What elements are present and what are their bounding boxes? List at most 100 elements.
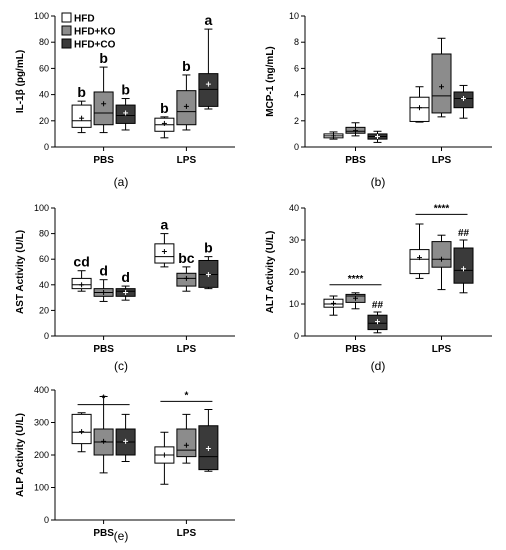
significance-label: ## bbox=[372, 300, 384, 311]
bracket-label: **** bbox=[348, 274, 364, 285]
x-category-label: LPS bbox=[432, 155, 452, 166]
panel-label: (d) bbox=[371, 359, 386, 373]
x-category-label: LPS bbox=[177, 155, 197, 166]
box-pbs-hfd-ko bbox=[345, 122, 366, 137]
box-lps-hfd-ko bbox=[431, 234, 452, 291]
y-tick-label: 20 bbox=[39, 116, 49, 126]
bracket-label: * bbox=[102, 394, 106, 405]
y-tick-label: 30 bbox=[289, 235, 299, 245]
y-tick-label: 100 bbox=[34, 203, 49, 213]
y-tick-label: 4 bbox=[294, 90, 299, 100]
box-iqr bbox=[453, 247, 474, 284]
x-category-label: PBS bbox=[93, 344, 114, 355]
box-pbs-hfd-co bbox=[115, 413, 136, 462]
legend-swatch-2 bbox=[61, 38, 72, 49]
panel-label: (b) bbox=[371, 175, 386, 189]
bracket-label: * bbox=[184, 390, 188, 401]
y-axis-label: MCP-1 (ng/mL) bbox=[265, 46, 276, 117]
x-category-label: PBS bbox=[93, 528, 114, 539]
box-iqr bbox=[71, 413, 92, 445]
significance-label: b bbox=[121, 82, 130, 98]
significance-label: d bbox=[121, 269, 130, 285]
box-iqr bbox=[409, 249, 430, 275]
significance-label: b bbox=[99, 50, 108, 66]
significance-label: a bbox=[205, 12, 213, 28]
y-axis-label: ALT Activity (U/L) bbox=[265, 231, 276, 314]
y-tick-label: 40 bbox=[39, 90, 49, 100]
y-tick-label: 200 bbox=[34, 450, 49, 460]
x-category-label: LPS bbox=[177, 344, 197, 355]
legend-swatch-1 bbox=[61, 25, 72, 36]
y-tick-label: 100 bbox=[34, 11, 49, 21]
y-tick-label: 0 bbox=[294, 331, 299, 341]
x-category-label: LPS bbox=[432, 344, 452, 355]
y-tick-label: 6 bbox=[294, 63, 299, 73]
box-iqr bbox=[198, 73, 219, 107]
y-tick-label: 60 bbox=[39, 63, 49, 73]
y-tick-label: 20 bbox=[39, 305, 49, 315]
box-lps-hfd-ko bbox=[431, 37, 452, 118]
legend-label: HFD bbox=[74, 14, 95, 25]
box-pbs-hfd bbox=[323, 295, 344, 316]
box-iqr bbox=[431, 241, 452, 268]
box-pbs-hfd: b bbox=[71, 84, 92, 134]
y-tick-label: 0 bbox=[44, 142, 49, 152]
box-lps-hfd-co bbox=[198, 409, 219, 472]
y-tick-label: 0 bbox=[44, 515, 49, 525]
box-lps-hfd-co bbox=[453, 84, 474, 119]
box-pbs-hfd bbox=[323, 131, 344, 140]
significance-label: b bbox=[77, 84, 86, 100]
box-lps-hfd-co: ## bbox=[453, 228, 474, 294]
box-pbs-hfd-co: b bbox=[115, 82, 136, 131]
significance-label: bc bbox=[178, 250, 195, 266]
box-lps-hfd-co: a bbox=[198, 12, 219, 110]
box-iqr bbox=[431, 53, 452, 114]
significance-label: ## bbox=[458, 228, 470, 239]
y-tick-label: 80 bbox=[39, 229, 49, 239]
significance-label: d bbox=[99, 263, 108, 279]
panel-label: (a) bbox=[114, 175, 129, 189]
panel-e-alp: 0 100 200 300 400 ALP Activity (U/L) PBS LPS * * (… bbox=[15, 385, 235, 543]
y-tick-label: 300 bbox=[34, 418, 49, 428]
y-tick-label: 2 bbox=[294, 116, 299, 126]
y-tick-label: 10 bbox=[289, 299, 299, 309]
panel-d-alt: 0 10 20 30 40 ALT Activity (U/L) PBS LPS ## ## ***… bbox=[265, 203, 492, 373]
box-iqr bbox=[93, 91, 114, 126]
x-category-label: PBS bbox=[93, 155, 114, 166]
y-axis-label: AST Activity (U/L) bbox=[15, 230, 26, 314]
significance-label: cd bbox=[73, 254, 89, 270]
box-pbs-hfd-ko bbox=[345, 292, 366, 310]
y-tick-label: 40 bbox=[289, 203, 299, 213]
y-axis-label: IL-1β (pg/mL) bbox=[15, 50, 26, 113]
bracket-label: **** bbox=[434, 203, 450, 214]
box-pbs-hfd-co: ## bbox=[367, 300, 388, 334]
y-tick-label: 0 bbox=[44, 331, 49, 341]
box-lps-hfd bbox=[409, 86, 430, 123]
x-category-label: PBS bbox=[345, 344, 366, 355]
box-lps-hfd: a bbox=[154, 217, 175, 268]
x-category-label: LPS bbox=[177, 528, 197, 539]
box-lps-hfd: b bbox=[154, 100, 175, 139]
legend-label: HFD+KO bbox=[74, 27, 116, 38]
box-lps-hfd-ko bbox=[176, 413, 197, 464]
significance-label: b bbox=[204, 240, 213, 256]
box-lps-hfd-ko: b bbox=[176, 58, 197, 131]
box-lps-hfd-co: b bbox=[198, 240, 219, 290]
y-tick-label: 40 bbox=[39, 280, 49, 290]
significance-label: b bbox=[160, 100, 169, 116]
box-pbs-hfd-ko: b bbox=[93, 50, 114, 134]
significance-label: a bbox=[161, 217, 169, 233]
legend: HFD HFD+KO HFD+CO bbox=[61, 12, 116, 51]
x-category-label: PBS bbox=[345, 155, 366, 166]
box-lps-hfd bbox=[409, 223, 430, 279]
box-pbs-hfd-ko bbox=[93, 396, 114, 474]
y-tick-label: 0 bbox=[294, 142, 299, 152]
box-pbs-hfd bbox=[71, 412, 92, 453]
y-axis-label: ALP Activity (U/L) bbox=[15, 413, 26, 497]
y-tick-label: 100 bbox=[34, 483, 49, 493]
box-pbs-hfd-ko: d bbox=[93, 263, 114, 302]
legend-label: HFD+CO bbox=[74, 40, 116, 51]
